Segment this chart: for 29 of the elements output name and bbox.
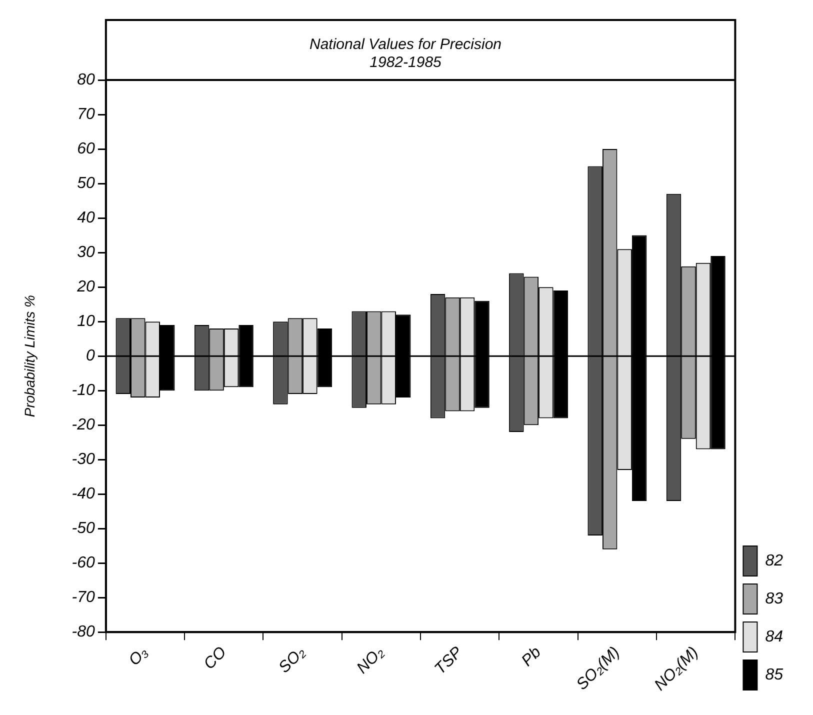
x-tick-label: SO₂: [276, 644, 309, 677]
legend-label: 84: [765, 628, 784, 646]
y-tick-label: -40: [72, 486, 96, 503]
chart-title: National Values for Precision 1982-1985: [309, 36, 502, 72]
y-tick-label: 80: [77, 71, 96, 88]
y-tick-label: 0: [86, 348, 96, 365]
y-tick-label: 50: [77, 174, 96, 192]
y-tick-label: 70: [77, 106, 96, 123]
x-tick-label: O₃: [126, 644, 152, 670]
y-tick-label: -50: [72, 520, 96, 538]
y-tick-label: 10: [77, 313, 96, 330]
x-tick-label: TSP: [432, 644, 466, 678]
x-tick-label: NO₂: [354, 644, 388, 678]
y-axis-title: Probability Limits %: [21, 295, 38, 418]
y-tick-label: 40: [77, 210, 96, 226]
y-tick-label: 30: [77, 244, 96, 262]
y-tick-label: 20: [76, 278, 96, 296]
y-tick-label: -30: [72, 451, 96, 468]
legend-label: 82: [765, 552, 784, 570]
y-tick-label: -10: [72, 382, 96, 400]
legend-label: 85: [765, 666, 784, 684]
y-tick-label: 60: [77, 140, 96, 158]
x-tick-label: CO: [200, 644, 230, 673]
y-tick-label: -60: [72, 554, 96, 572]
x-tick-label: Pb: [518, 644, 545, 670]
y-tick-label: -20: [72, 416, 96, 434]
legend-label: 83: [765, 590, 784, 608]
y-tick-label: -70: [72, 589, 96, 606]
y-tick-label: -80: [72, 624, 96, 641]
